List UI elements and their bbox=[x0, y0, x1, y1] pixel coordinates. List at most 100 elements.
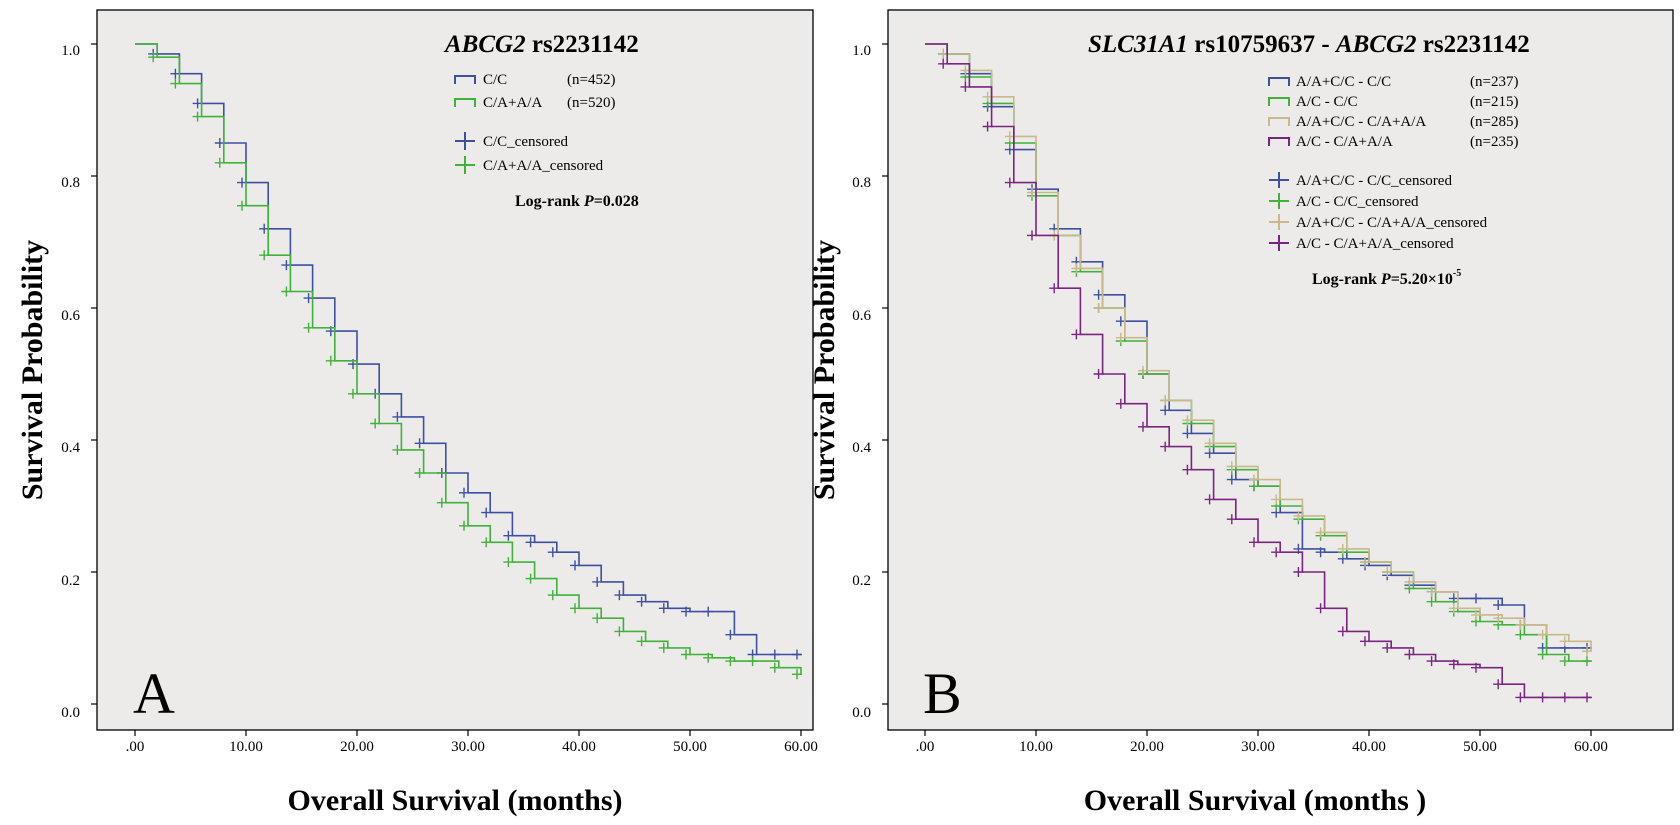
censor-mark bbox=[960, 81, 971, 92]
title-snp-2: rs2231142 bbox=[1417, 31, 1530, 58]
x-tick-label: 30.00 bbox=[451, 739, 485, 755]
panel-b-tick-labels: .00 10.00 20.00 30.00 40.00 50.00 60.00 … bbox=[852, 43, 1608, 755]
logrank-annotation: Log-rank P=0.028 bbox=[515, 193, 639, 210]
legend-label: A/A+C/C - C/A+A/A_censored bbox=[1296, 215, 1488, 231]
panel-a-plot-area bbox=[96, 9, 814, 731]
y-tick-label: 0.0 bbox=[61, 705, 80, 721]
logrank-p: P bbox=[1380, 271, 1391, 288]
censor-mark bbox=[1271, 494, 1282, 505]
y-tick-label: 0.4 bbox=[852, 440, 871, 456]
censor-mark bbox=[1515, 629, 1526, 640]
censor-mark bbox=[1515, 619, 1526, 630]
censor-mark bbox=[303, 322, 314, 333]
censor-mark bbox=[503, 530, 514, 541]
censor-mark bbox=[938, 58, 949, 69]
x-tick-label: 50.00 bbox=[1463, 739, 1497, 755]
censor-mark bbox=[1271, 547, 1282, 558]
censor-mark bbox=[459, 520, 469, 531]
panel-letter: B bbox=[923, 661, 962, 726]
x-tick-label: 50.00 bbox=[673, 739, 707, 755]
censor-mark bbox=[1160, 441, 1171, 452]
censor-mark bbox=[570, 603, 580, 614]
censor-mark bbox=[681, 649, 691, 660]
x-tick-label: 10.00 bbox=[229, 739, 263, 755]
censor-mark bbox=[747, 656, 758, 667]
x-tick-label: 20.00 bbox=[340, 739, 374, 755]
censor-mark bbox=[1559, 692, 1570, 703]
legend: C/C (n=452) C/A+A/A (n=520) C/C_censored… bbox=[454, 72, 615, 174]
censor-mark bbox=[1559, 656, 1570, 667]
legend-count: (n=237) bbox=[1470, 74, 1518, 90]
censor-mark bbox=[325, 355, 336, 366]
legend-censor-swatch bbox=[1269, 172, 1289, 188]
censor-mark bbox=[1515, 692, 1526, 703]
legend-count: (n=452) bbox=[567, 72, 615, 88]
panel-a-axes bbox=[91, 43, 802, 736]
legend-line-swatch bbox=[454, 98, 476, 107]
panel-a-tick-labels: .00 10.00 20.00 30.00 40.00 50.00 60.00 … bbox=[61, 43, 818, 755]
censor-mark bbox=[370, 418, 381, 429]
x-axis-label: Overall Survival (months ) bbox=[1084, 784, 1427, 817]
censor-mark bbox=[1448, 659, 1459, 670]
censor-mark bbox=[170, 78, 181, 89]
censor-mark bbox=[1071, 329, 1082, 340]
logrank-prefix: Log-rank bbox=[515, 193, 584, 210]
legend-label: C/A+A/A bbox=[483, 95, 542, 111]
y-tick-label: 0.8 bbox=[61, 175, 80, 191]
legend-censor-swatch bbox=[1269, 235, 1289, 251]
title-snp: rs2231142 bbox=[526, 31, 639, 58]
y-tick-label: 0.6 bbox=[852, 308, 871, 324]
censor-mark bbox=[392, 411, 403, 422]
x-tick-label: 40.00 bbox=[562, 739, 596, 755]
legend-censor-swatch bbox=[1269, 193, 1289, 209]
y-axis-label: Survival Probability bbox=[808, 240, 841, 500]
censor-mark bbox=[1582, 692, 1592, 703]
logrank-annotation: Log-rank P=5.20×10-5 bbox=[1312, 268, 1461, 288]
censor-mark bbox=[1293, 567, 1304, 577]
censor-mark bbox=[592, 613, 603, 624]
censor-mark bbox=[481, 507, 492, 518]
censor-mark bbox=[681, 606, 691, 617]
title-gene: SLC31A1 bbox=[1088, 31, 1188, 58]
censor-mark bbox=[1337, 626, 1348, 637]
censor-mark bbox=[725, 629, 736, 640]
chart-title: ABCG2 rs2231142 bbox=[443, 31, 639, 58]
censor-mark bbox=[1360, 636, 1370, 647]
y-tick-label: 0.0 bbox=[852, 705, 871, 721]
legend-censor-swatch bbox=[455, 156, 475, 174]
censor-mark bbox=[1360, 557, 1370, 568]
censor-mark bbox=[1426, 586, 1437, 597]
panel-a: .00 10.00 20.00 30.00 40.00 50.00 60.00 … bbox=[16, 9, 818, 817]
logrank-prefix: Log-rank bbox=[1312, 271, 1381, 288]
censor-mark bbox=[769, 662, 780, 673]
censor-mark bbox=[414, 468, 425, 478]
censor-mark bbox=[658, 642, 669, 653]
y-tick-label: 0.4 bbox=[61, 440, 80, 456]
chart-title: SLC31A1 rs10759637 - ABCG2 rs2231142 bbox=[1088, 31, 1530, 58]
censor-mark bbox=[525, 573, 536, 584]
y-axis-label: Survival Probability bbox=[16, 240, 49, 500]
series-line-a-c-c-a-a-a bbox=[925, 43, 1591, 699]
censor-mark bbox=[1160, 395, 1171, 406]
censor-mark bbox=[192, 111, 203, 122]
title-snp: rs10759637 - bbox=[1188, 31, 1336, 58]
censor-mark bbox=[1027, 230, 1037, 241]
legend-label: C/C bbox=[483, 72, 507, 88]
y-tick-label: 0.2 bbox=[852, 573, 871, 589]
censor-mark bbox=[658, 603, 669, 614]
legend: A/A+C/C - C/C (n=237) A/C - C/C (n=215) … bbox=[1268, 74, 1518, 252]
censor-mark bbox=[1426, 656, 1437, 667]
censor-mark bbox=[348, 388, 358, 399]
censor-mark bbox=[1293, 510, 1304, 521]
censor-mark bbox=[1493, 600, 1504, 610]
censor-mark bbox=[570, 560, 580, 571]
panel-letter: A bbox=[133, 661, 175, 726]
x-tick-label: 10.00 bbox=[1019, 739, 1053, 755]
x-axis-label: Overall Survival (months) bbox=[288, 784, 623, 817]
panel-a-series bbox=[135, 43, 802, 680]
legend-count: (n=235) bbox=[1470, 134, 1518, 150]
censor-mark bbox=[725, 656, 736, 667]
censor-mark bbox=[769, 649, 780, 660]
censor-mark bbox=[1093, 303, 1104, 313]
